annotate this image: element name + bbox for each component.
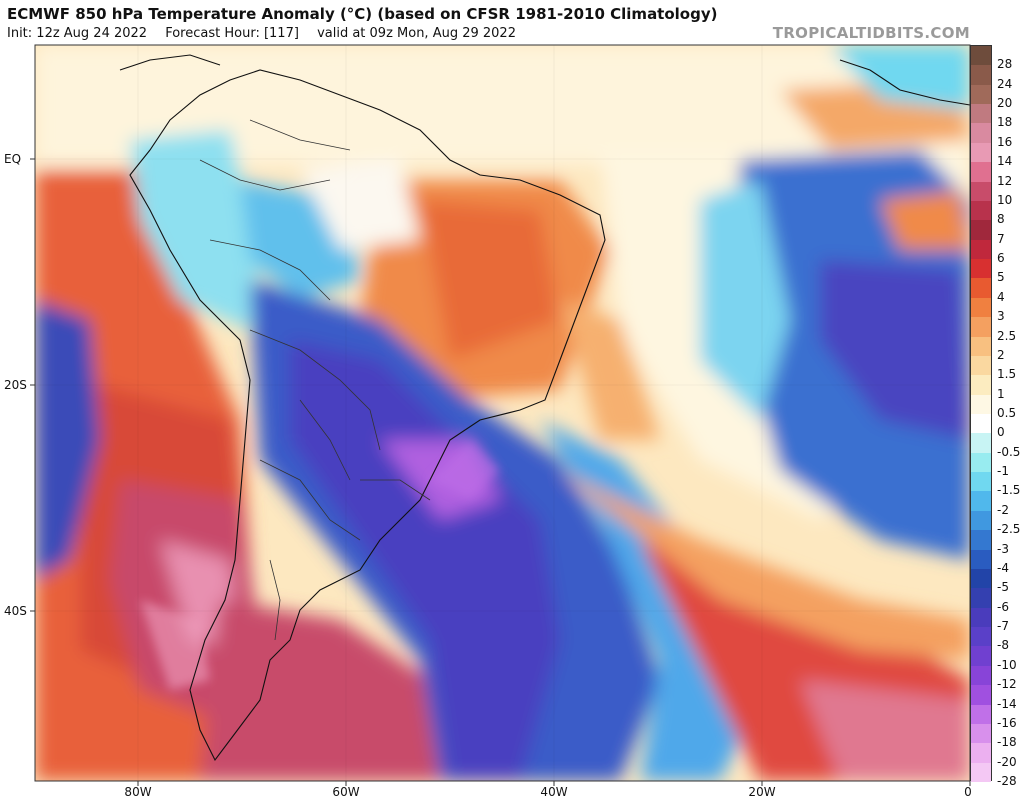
colorbar-segment bbox=[971, 491, 991, 512]
colorbar-segment bbox=[971, 46, 991, 66]
colorbar-segment bbox=[971, 142, 991, 163]
colorbar-label: 2 bbox=[997, 347, 1005, 362]
map-subtitle: Init: 12z Aug 24 2022 Forecast Hour: [11… bbox=[7, 26, 530, 41]
colorbar-label: 6 bbox=[997, 251, 1005, 266]
lat-label-eq: EQ bbox=[4, 152, 22, 166]
colorbar-label: -5 bbox=[997, 580, 1009, 595]
colorbar-label: 20 bbox=[997, 96, 1013, 111]
colorbar-segment bbox=[971, 646, 991, 667]
lon-label-80w: 80W bbox=[124, 785, 152, 799]
colorbar-segment bbox=[971, 104, 991, 124]
colorbar-segment bbox=[971, 704, 991, 725]
colorbar-label: -1.5 bbox=[997, 483, 1021, 498]
colorbar-segment bbox=[971, 433, 991, 454]
colorbar-segment bbox=[971, 259, 991, 279]
colorbar-segment bbox=[971, 762, 991, 783]
colorbar-segment bbox=[971, 530, 991, 551]
colorbar-segment bbox=[971, 743, 991, 764]
colorbar-segment bbox=[971, 568, 991, 589]
colorbar-label: 12 bbox=[997, 173, 1013, 188]
colorbar-segment bbox=[971, 472, 991, 492]
lat-label-40s: 40S bbox=[4, 604, 27, 618]
colorbar-label: 14 bbox=[997, 154, 1013, 169]
init-time: Init: 12z Aug 24 2022 bbox=[7, 26, 148, 41]
colorbar-label: 5 bbox=[997, 270, 1005, 285]
colorbar-label: -7 bbox=[997, 619, 1009, 634]
colorbar-label: 4 bbox=[997, 289, 1005, 304]
colorbar-label: -16 bbox=[997, 715, 1017, 730]
colorbar-label: 3 bbox=[997, 309, 1005, 324]
colorbar-segment bbox=[971, 375, 991, 396]
colorbar-segment bbox=[971, 452, 991, 473]
colorbar-label: 10 bbox=[997, 192, 1013, 207]
colorbar-label: -14 bbox=[997, 696, 1017, 711]
colorbar-segment bbox=[971, 685, 991, 706]
colorbar-label: -2 bbox=[997, 502, 1009, 517]
lat-label-20s: 20S bbox=[4, 378, 27, 392]
colorbar-segment bbox=[971, 665, 991, 686]
country-borders bbox=[199, 119, 431, 641]
colorbar-label: 16 bbox=[997, 134, 1013, 149]
colorbar-label: -28 bbox=[997, 774, 1017, 788]
colorbar-segment bbox=[971, 394, 991, 415]
colorbar-label: 1 bbox=[997, 386, 1005, 401]
colorbar-label: -8 bbox=[997, 638, 1009, 653]
colorbar-segment bbox=[971, 723, 991, 744]
lon-label-60w: 60W bbox=[332, 785, 360, 799]
colorbar-segment bbox=[971, 297, 991, 318]
colorbar-label: -0.5 bbox=[997, 444, 1021, 459]
colorbar-segment bbox=[971, 181, 991, 202]
colorbar-label: 7 bbox=[997, 231, 1005, 246]
colorbar-label: 0.5 bbox=[997, 406, 1017, 420]
colorbar-segment bbox=[971, 239, 991, 260]
graticule bbox=[35, 45, 970, 781]
colorbar-segment bbox=[971, 220, 991, 241]
colorbar-label: 8 bbox=[997, 212, 1005, 227]
colorbar-label: -18 bbox=[997, 735, 1017, 750]
valid-time: valid at 09z Mon, Aug 29 2022 bbox=[317, 26, 516, 41]
colorbar-segment bbox=[971, 414, 991, 434]
colorbar-label: -20 bbox=[997, 754, 1017, 769]
forecast-hour: Forecast Hour: [117] bbox=[165, 26, 299, 41]
colorbar-label: 18 bbox=[997, 115, 1013, 130]
colorbar-label: -3 bbox=[997, 541, 1009, 556]
coastlines bbox=[119, 54, 970, 762]
colorbar-segment bbox=[971, 607, 991, 628]
colorbar-label: 24 bbox=[997, 76, 1013, 91]
colorbar-segment bbox=[971, 317, 991, 338]
colorbar-segment bbox=[971, 65, 991, 86]
colorbar bbox=[970, 45, 992, 783]
colorbar-segment bbox=[971, 588, 991, 609]
colorbar-segment bbox=[971, 123, 991, 144]
lon-label-0: 0 bbox=[964, 785, 972, 799]
colorbar-segment bbox=[971, 336, 991, 357]
colorbar-segment bbox=[971, 84, 991, 105]
map-title: ECMWF 850 hPa Temperature Anomaly (°C) (… bbox=[7, 5, 718, 23]
colorbar-segment bbox=[971, 627, 991, 647]
lon-label-40w: 40W bbox=[540, 785, 568, 799]
colorbar-segment bbox=[971, 200, 991, 221]
colorbar-segment bbox=[971, 510, 991, 531]
colorbar-label: -1 bbox=[997, 464, 1009, 479]
colorbar-label: -6 bbox=[997, 599, 1009, 614]
lon-label-20w: 20W bbox=[748, 785, 776, 799]
colorbar-label: -12 bbox=[997, 677, 1017, 692]
colorbar-segment bbox=[971, 162, 991, 183]
colorbar-segment bbox=[971, 278, 991, 299]
colorbar-label: 1.5 bbox=[997, 367, 1017, 382]
colorbar-segment bbox=[971, 549, 991, 570]
colorbar-label: 28 bbox=[997, 57, 1013, 72]
colorbar-label: 2.5 bbox=[997, 328, 1017, 343]
colorbar-label: -10 bbox=[997, 657, 1017, 672]
colorbar-label: -2.5 bbox=[997, 522, 1021, 537]
colorbar-label: 0 bbox=[997, 425, 1005, 440]
colorbar-label: -4 bbox=[997, 560, 1009, 575]
brand-watermark: TROPICALTIDBITS.COM bbox=[772, 24, 970, 42]
colorbar-segment bbox=[971, 355, 991, 376]
